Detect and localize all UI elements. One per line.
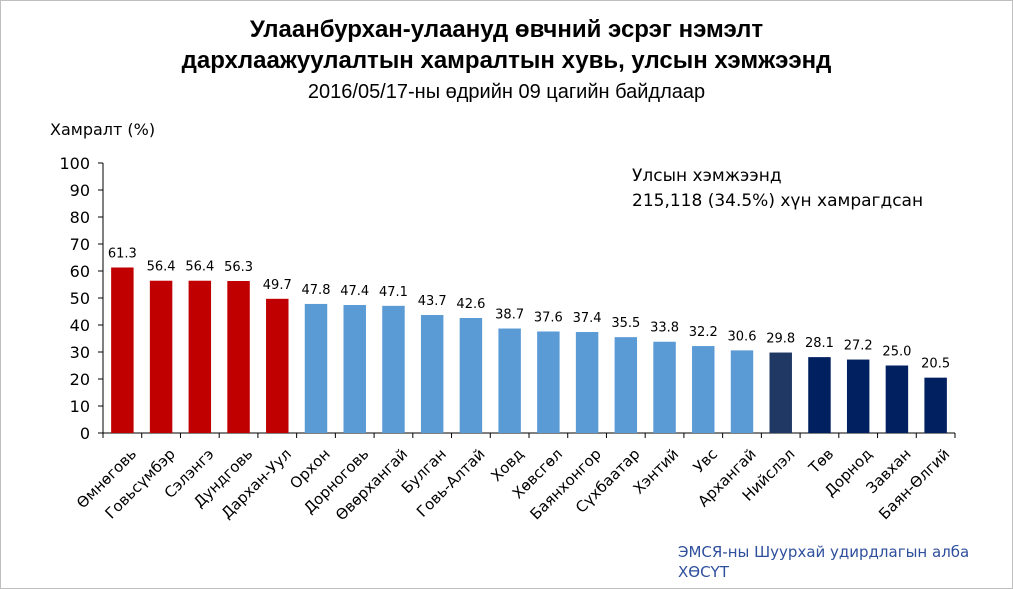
value-label: 56.4 — [147, 260, 176, 275]
y-tick-label: 70 — [70, 235, 90, 254]
value-label: 43.7 — [418, 294, 447, 309]
bar-21 — [885, 365, 909, 433]
value-label: 37.4 — [573, 311, 602, 326]
bar-12 — [537, 331, 560, 433]
value-label: 49.7 — [263, 278, 292, 293]
bar-11 — [498, 328, 521, 433]
value-label: 56.3 — [224, 260, 253, 275]
value-label: 28.1 — [805, 336, 834, 351]
y-tick-label: 0 — [80, 424, 90, 443]
category-label: Төв — [805, 445, 838, 478]
value-label: 29.8 — [766, 332, 795, 347]
value-label: 47.4 — [340, 284, 369, 299]
bar-14 — [614, 337, 638, 433]
bars — [111, 267, 947, 433]
y-tick-label: 80 — [70, 208, 90, 227]
bar-8 — [382, 305, 405, 433]
value-label: 56.4 — [185, 260, 214, 275]
value-label: 35.5 — [611, 316, 640, 331]
source-note: ЭМСЯ-ны Шуурхай удирдлагын алба ХӨСҮТ — [678, 542, 969, 582]
source-line-1: ЭМСЯ-ны Шуурхай удирдлагын алба — [678, 543, 970, 561]
y-tick-label: 50 — [70, 289, 90, 308]
category-label: Увс — [690, 445, 721, 476]
value-label: 37.6 — [534, 310, 563, 325]
chart-subtitle: 2016/05/17-ны өдрийн 09 цагийн байдлаар — [307, 81, 706, 103]
bar-18 — [769, 352, 792, 433]
national-summary-annotation: Улсын хэмжээнд 215,118 (34.5%) хүн хамра… — [632, 164, 923, 214]
value-label: 61.3 — [108, 246, 137, 261]
y-tick-label: 40 — [70, 316, 90, 335]
bar-20 — [846, 359, 870, 433]
y-tick-label: 30 — [70, 343, 90, 362]
bar-17 — [730, 350, 754, 433]
bar-4 — [227, 280, 250, 433]
bar-3 — [188, 280, 212, 433]
y-tick-label: 90 — [70, 181, 90, 200]
bar-9 — [420, 315, 444, 433]
y-tick-label: 20 — [70, 370, 90, 389]
value-label: 32.2 — [689, 325, 718, 340]
bar-10 — [459, 317, 483, 433]
bar-6 — [304, 303, 328, 433]
value-label: 30.6 — [728, 329, 757, 344]
chart-title-line-2: дархлаажуулалтын хамралтын хувь, улсын х… — [181, 47, 832, 74]
value-label: 47.1 — [379, 285, 408, 300]
bar-5 — [266, 298, 289, 433]
bar-13 — [575, 332, 599, 433]
y-tick-label: 60 — [70, 262, 90, 281]
category-labels: ӨмнөговьГовьсүмбэрСэлэнгэДундговьДархан-… — [73, 445, 953, 524]
value-label: 27.2 — [844, 339, 873, 354]
value-label: 25.0 — [882, 345, 911, 360]
bar-2 — [149, 280, 173, 433]
summary-line-2: 215,118 (34.5%) хүн хамрагдсан — [632, 191, 924, 211]
value-label: 47.8 — [302, 283, 331, 298]
value-label: 38.7 — [495, 308, 524, 323]
bar-7 — [343, 305, 366, 433]
value-labels: 61.3 56.4 56.4 56.3 49.7 47.8 47.4 47.1 43.7 42.6… — [108, 246, 950, 371]
source-line-2: ХӨСҮТ — [678, 563, 729, 581]
bar-16 — [692, 346, 715, 433]
bar-1 — [111, 267, 134, 433]
y-axis-label: Хамралт (%) — [50, 120, 156, 139]
chart-title-line-1: Улаанбурхан-улаануд өвчний эсрэг нэмэлт — [249, 16, 764, 43]
y-tick-label: 10 — [70, 397, 90, 416]
value-label: 33.8 — [650, 321, 679, 336]
value-label: 42.6 — [456, 297, 485, 312]
bar-22 — [924, 377, 947, 433]
y-tick-label: 100 — [59, 154, 90, 173]
value-label: 20.5 — [921, 357, 950, 372]
summary-line-1: Улсын хэмжээнд — [632, 166, 782, 186]
bar-19 — [808, 357, 831, 433]
bar-15 — [653, 341, 676, 433]
